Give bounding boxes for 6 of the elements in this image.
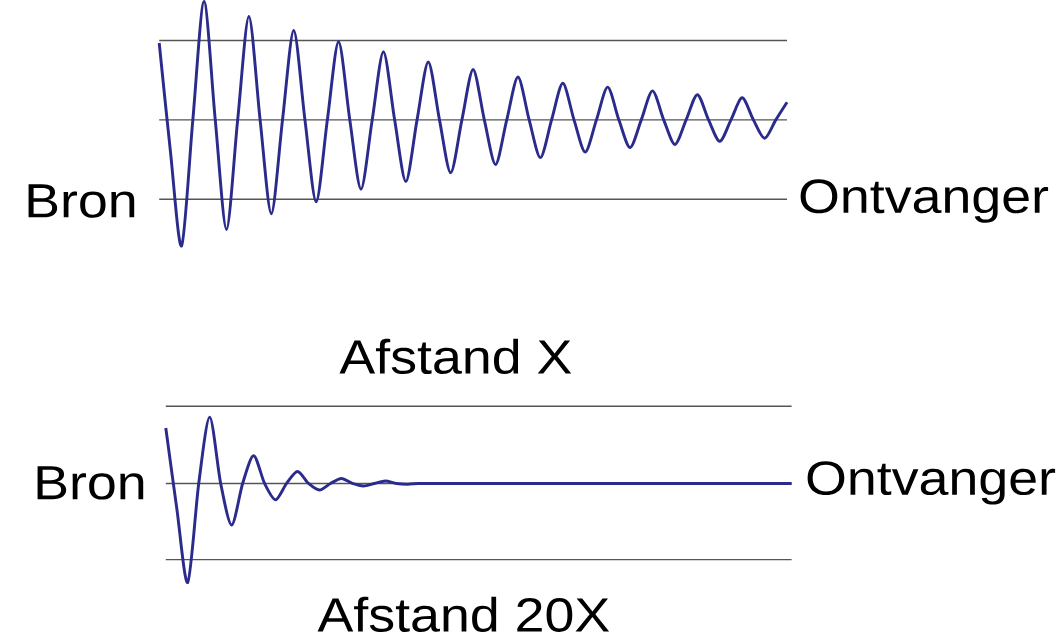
y2-axis-title: Ontvanger — [800, 179, 1049, 223]
y-axis-title: Bron — [37, 465, 144, 500]
y2-axis-title: Ontvanger — [807, 461, 1056, 505]
y-axis-title: Bron — [28, 184, 135, 218]
x-axis-title: Afstand 20X — [317, 596, 610, 632]
x-axis-title: Afstand X — [339, 338, 572, 374]
